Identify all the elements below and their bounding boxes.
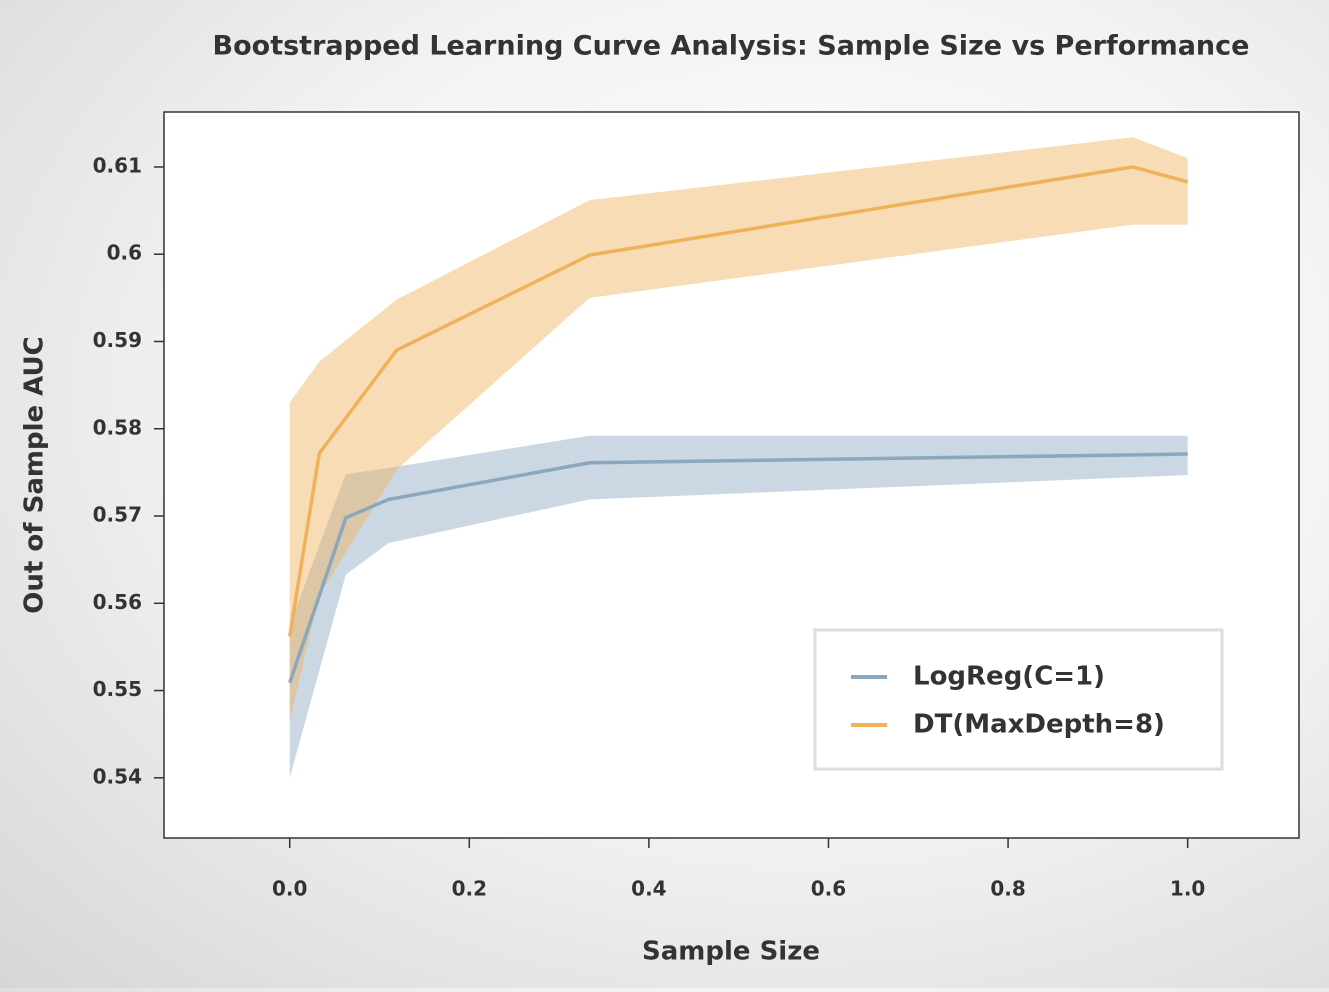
legend: LogReg(C=1) DT(MaxDepth=8)	[813, 628, 1224, 771]
x-tick-label: 0.6	[811, 877, 846, 901]
line	[288, 452, 1188, 684]
x-tick-label: 1.0	[1170, 877, 1205, 901]
x-tick-label: 0.8	[990, 877, 1025, 901]
x-tick-label: 0.4	[631, 877, 666, 901]
y-tick-label: 0.57	[93, 503, 142, 527]
confidence-band	[289, 435, 1188, 778]
y-tick-label: 0.59	[93, 328, 142, 352]
x-tick-label: 0.2	[452, 877, 487, 901]
y-tick-label: 0.61	[93, 153, 142, 177]
y-axis-label: Out of Sample AUC	[20, 336, 50, 613]
y-tick-label: 0.55	[93, 677, 142, 701]
y-tick-label: 0.58	[93, 415, 142, 439]
y-tick-label: 0.56	[93, 590, 142, 614]
y-tick-label: 0.6	[107, 241, 142, 265]
y-tick-label: 0.54	[93, 764, 142, 788]
x-axis-label: Sample Size	[642, 937, 820, 967]
legend-label: DT(MaxDepth=8)	[913, 710, 1165, 740]
confidence-band	[289, 137, 1188, 721]
legend-box	[813, 628, 1224, 771]
line	[287, 165, 1189, 637]
chart-title: Bootstrapped Learning Curve Analysis: Sa…	[213, 31, 1250, 62]
x-tick-label: 0.0	[272, 877, 307, 901]
legend-label: LogReg(C=1)	[913, 662, 1105, 692]
